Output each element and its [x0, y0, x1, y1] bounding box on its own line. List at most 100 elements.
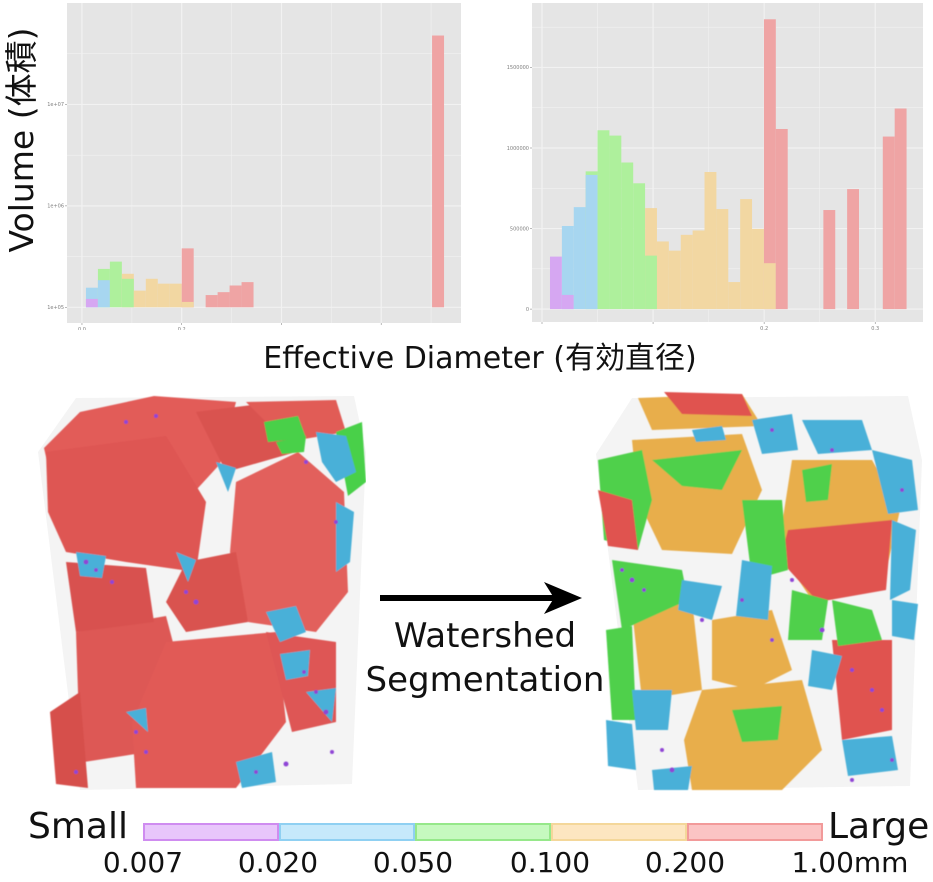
y-tick-label: 1e+06: [47, 204, 64, 210]
legend-value: 0.050: [372, 846, 454, 879]
histogram-bar: [109, 261, 122, 308]
histogram-bar: [621, 162, 634, 310]
legend-swatch-red: [687, 823, 823, 841]
x-axis-title: Effective Diameter (有効直径): [263, 341, 697, 376]
bar-segment-yellow: [668, 250, 681, 310]
bar-segment-purple: [549, 256, 562, 310]
rock-volume-after-segmentation: [596, 392, 922, 790]
bar-segment-yellow: [157, 283, 170, 308]
y-tick-label: 1e+07: [47, 102, 64, 108]
y-tick-label: 1e+05: [47, 305, 64, 311]
legend-swatch-green: [415, 823, 551, 841]
bar-segment-purple: [561, 294, 574, 310]
bar-segment-yellow: [145, 278, 158, 308]
histogram-bar: [97, 268, 110, 308]
histogram-bar: [775, 128, 788, 310]
histogram-bar: [145, 278, 158, 308]
bar-segment-red: [882, 136, 895, 310]
histogram-bar: [882, 136, 895, 310]
y-tick-label: 0: [526, 307, 529, 313]
histogram-bar: [169, 283, 182, 308]
bar-segment-green: [121, 278, 134, 308]
plot-panel: [67, 3, 461, 323]
histogram-bar: [609, 135, 622, 310]
histogram-bar: [181, 248, 194, 308]
histogram-bar: [133, 290, 146, 308]
x-tick-label: 0.0: [78, 327, 86, 330]
bar-segment-yellow: [133, 290, 146, 308]
histogram-bar: [229, 285, 242, 308]
histogram-bar: [763, 19, 776, 310]
bar-segment-yellow: [704, 172, 717, 310]
legend-swatch-yellow: [551, 823, 687, 841]
histogram-bar: [704, 172, 717, 310]
bar-segment-yellow: [752, 228, 764, 310]
bar-segment-purple: [85, 298, 98, 308]
histogram-bar: [597, 130, 610, 310]
histogram-bar: [573, 207, 586, 310]
histogram-bar: [740, 199, 753, 310]
bar-segment-red: [241, 282, 254, 308]
x-tick-label: 0.2: [760, 326, 768, 330]
histogram-bar: [633, 183, 646, 310]
histogram-bar: [716, 209, 729, 310]
histogram-bar: [157, 283, 170, 308]
x-tick-label: 0.3: [871, 326, 879, 330]
watershed-label: Watershed: [393, 616, 577, 656]
bar-segment-green: [597, 130, 610, 310]
bar-segment-red: [181, 248, 194, 308]
bar-segment-red: [775, 128, 788, 310]
histogram-bar: [549, 256, 562, 310]
histogram-bar: [121, 273, 134, 308]
y-tick-label: 1000000: [507, 146, 529, 152]
histogram-bar: [668, 250, 681, 310]
bar-segment-red: [217, 292, 230, 308]
histogram-bar: [217, 292, 230, 308]
bar-segment-red: [894, 108, 907, 310]
bar-segment-red: [823, 210, 836, 310]
legend-swatch-purple: [143, 823, 279, 841]
legend-value: 1.00mm: [791, 846, 909, 879]
histogram-bar: [692, 230, 705, 310]
bar-segment-red: [205, 295, 218, 308]
histogram-bar: [823, 210, 836, 310]
bar-segment-yellow: [181, 301, 194, 308]
histogram-log-scale: 1e+05 1e+06 1e+07 0.0 0.2: [47, 3, 461, 330]
histogram-bar: [728, 282, 741, 310]
y-tick-label: 1500000: [507, 65, 529, 71]
bar-segment-red: [847, 189, 860, 310]
histogram-bar: [680, 234, 693, 310]
bar-segment-blue: [573, 207, 586, 310]
bar-segment-red: [432, 35, 445, 308]
bar-segment-yellow: [656, 241, 669, 310]
legend-value: 0.200: [644, 846, 726, 879]
bar-segment-yellow: [740, 199, 753, 310]
legend-value: 0.007: [102, 846, 184, 879]
bar-segment-blue: [97, 280, 110, 308]
bar-segment-yellow: [692, 230, 705, 310]
bar-segment-blue: [561, 225, 574, 310]
y-tick-label: 500000: [510, 226, 529, 232]
histogram-linear-scale: 0 500000 1000000 1500000 0.2 0.3: [507, 3, 923, 330]
segmentation-label: Segmentation: [365, 660, 605, 700]
bar-segment-green: [609, 135, 622, 310]
histogram-bar: [585, 171, 598, 310]
bar-segment-blue: [585, 174, 598, 310]
bar-segment-green: [621, 162, 634, 310]
histogram-bar: [561, 225, 574, 310]
histogram-bar: [205, 295, 218, 308]
bar-segment-green: [109, 261, 122, 308]
histogram-bar: [752, 228, 764, 310]
histogram-bar: [85, 287, 98, 308]
bar-segment-blue: [85, 287, 98, 308]
bar-segment-yellow: [169, 283, 182, 308]
x-tick-label: 0.2: [178, 327, 186, 330]
bar-segment-yellow: [763, 263, 776, 310]
bar-segment-yellow: [728, 282, 741, 310]
histogram-bar: [894, 108, 907, 310]
bar-segment-red: [763, 19, 776, 310]
legend-value: 0.020: [237, 846, 319, 879]
rock-volume-before-segmentation: [38, 396, 366, 790]
bar-segment-yellow: [680, 234, 693, 310]
histogram-bar: [241, 282, 254, 308]
